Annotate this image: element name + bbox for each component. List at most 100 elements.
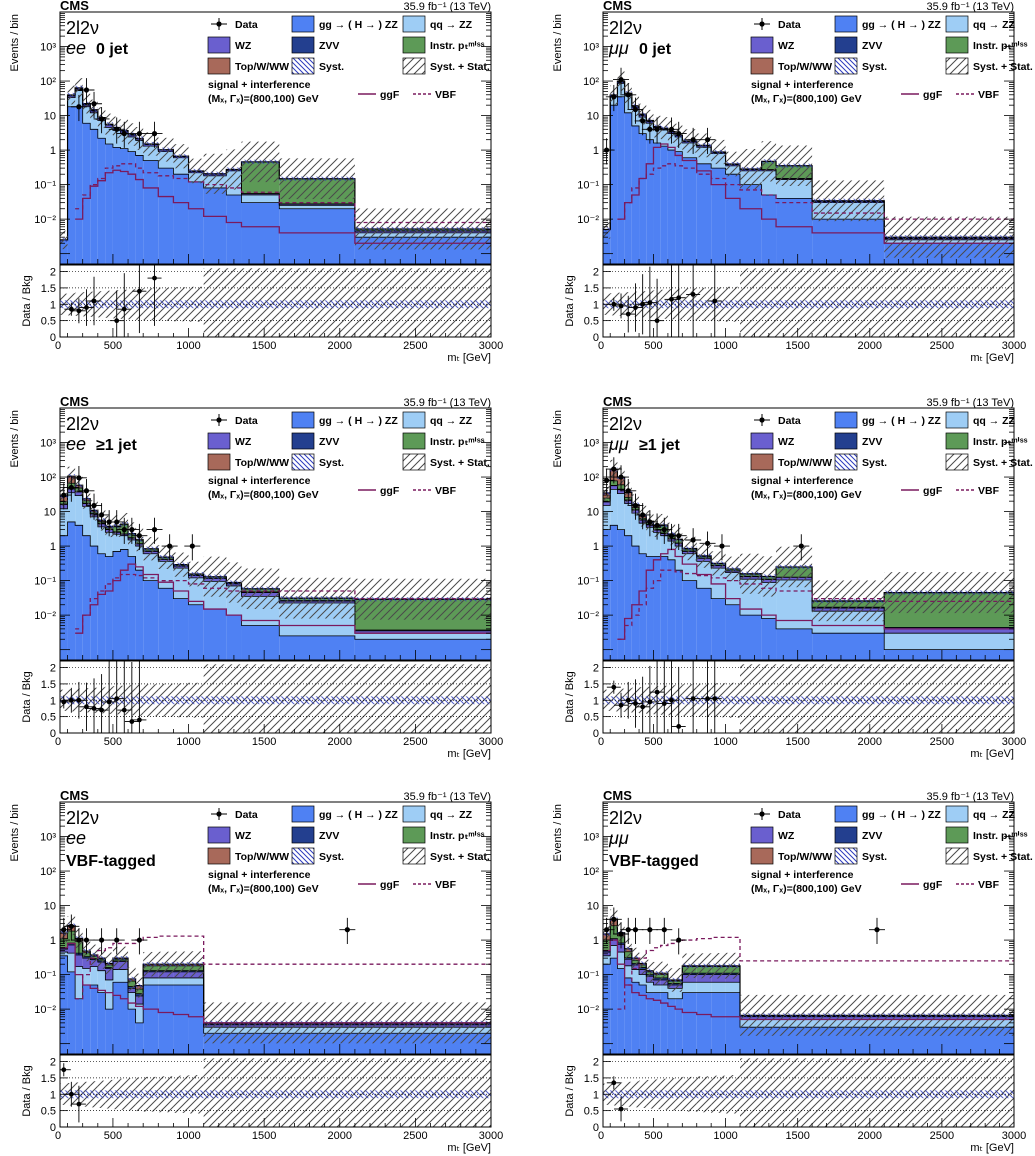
bar-qq_ZZ-5: [639, 974, 647, 985]
data-point-5: [121, 131, 127, 137]
bar-gg_ZZ-4: [90, 984, 98, 1054]
ratio-frame: [602, 1054, 1015, 1128]
bar-gg_ZZ-14: [725, 604, 740, 660]
legend-label-2: qq → ZZ: [430, 809, 473, 821]
ratio-ytick-label: 0: [593, 332, 599, 344]
experiment-label: CMS: [603, 394, 632, 409]
ytick-label: 10⁻¹: [34, 970, 56, 982]
data-point-3: [83, 937, 90, 943]
bar-gg_ZZ-10: [135, 155, 144, 264]
legend-label-6: Top/W/WW: [778, 851, 832, 863]
band-syst-9: [667, 977, 676, 983]
data-point-7: [654, 522, 660, 528]
ratio-ytick-label: 1: [50, 695, 56, 707]
band-syst-10: [135, 983, 144, 988]
bar-gg_ZZ-0: [60, 955, 68, 1054]
bar-gg_ZZ-6: [105, 1009, 113, 1054]
ratio-syst-14: [188, 1090, 204, 1099]
bar-qq_ZZ-5: [97, 970, 106, 993]
bar-gg_ZZ-10: [135, 1022, 144, 1054]
legend-label-6: Top/W/WW: [235, 457, 289, 469]
band-syst-15: [740, 166, 762, 172]
band-syst-8: [660, 126, 668, 131]
data-point-8: [661, 527, 667, 533]
ratio-point-5: [121, 306, 127, 312]
legend-label-2: qq → ZZ: [973, 809, 1016, 821]
ratio-syst-18: [812, 696, 885, 705]
bar-gg_ZZ-13: [711, 598, 726, 660]
xtick-label: 2000: [328, 1130, 352, 1142]
ratio-ytick-label: 0.5: [584, 1106, 599, 1118]
band-syst-11: [682, 546, 697, 551]
ratio-point-7: [114, 696, 120, 702]
bar-qq_ZZ-12: [696, 982, 712, 993]
bar-qq_ZZ-4: [90, 112, 98, 130]
legend: Data gg → ( H → ) ZZ qq → ZZ WZ ZVV Instr. pₜ…: [207, 411, 490, 501]
ratio-syst-16: [226, 300, 242, 309]
legend-swatch-7: [291, 453, 315, 471]
legend-label-0: Data: [235, 415, 258, 427]
legend-swatch-1: [291, 805, 315, 823]
legend-signal-label-0: ggF: [923, 485, 943, 497]
data-point-9: [129, 527, 135, 533]
legend-label-1: gg → ( H → ) ZZ: [862, 415, 941, 427]
legend: Data gg → ( H → ) ZZ qq → ZZ WZ ZVV Instr. pₜ…: [207, 805, 490, 895]
bar-gg_ZZ-7: [112, 982, 121, 1054]
legend-signal-label-0: ggF: [380, 89, 400, 101]
bar-gg_ZZ-11: [143, 984, 159, 1054]
ratio-point-9: [690, 292, 696, 297]
bar-qq_ZZ-2: [75, 966, 83, 999]
y-axis-label: Events / bin: [552, 804, 564, 861]
legend-signal-label-1: VBF: [435, 879, 457, 891]
legend-label-5: Instr. pₜᵐⁱˢˢ: [973, 830, 1028, 842]
band-syst-17: [241, 159, 280, 164]
channel-label: 2l2ν: [66, 18, 99, 38]
ratio-ytick-label: 2: [593, 1057, 599, 1069]
xtick-label: 0: [55, 1130, 61, 1142]
ratio-point-11: [705, 696, 710, 702]
data-point-4: [632, 106, 639, 113]
bar-gg_ZZ-8: [660, 992, 668, 1054]
ytick-label: 10⁻²: [577, 610, 599, 622]
legend-swatch-5: [945, 826, 969, 844]
ytick-label: 1: [50, 541, 56, 553]
bar-WZ-18: [279, 204, 355, 206]
bar-gg_ZZ-11: [682, 992, 697, 1054]
bar-gg_ZZ-3: [82, 535, 91, 660]
ratio-syst-12: [696, 1090, 712, 1099]
ratio-ytick-label: 0: [593, 728, 599, 740]
bar-gg_ZZ-17: [776, 628, 813, 660]
ratio-ytick-label: 0: [593, 1122, 599, 1134]
legend-swatch-2: [945, 805, 969, 823]
data-point-2: [76, 475, 82, 481]
bar-gg_ZZ-11: [682, 580, 697, 660]
ratio-syst-17: [241, 300, 280, 309]
bar-qq_ZZ-6: [646, 527, 654, 557]
xtick-label: 2500: [930, 340, 954, 352]
signal-ggf-line: [603, 939, 1014, 1021]
ratio-point-10: [712, 298, 718, 304]
bar-qq_ZZ-10: [675, 546, 683, 571]
data-point-3: [98, 116, 105, 122]
luminosity-label: 35.9 fb⁻¹ (13 TeV): [403, 1, 491, 13]
flavour-label: ee: [66, 828, 86, 848]
bar-qq_ZZ-7: [653, 532, 661, 557]
legend-swatch-5: [402, 36, 426, 54]
legend-label-3: WZ: [235, 436, 252, 448]
legend-swatch-5: [945, 36, 969, 54]
legend-signal-label-1: VBF: [435, 89, 457, 101]
band-syst-14: [188, 168, 204, 174]
legend-label-3: WZ: [778, 436, 795, 448]
band-syst-6: [105, 122, 113, 127]
bar-qq_ZZ-4: [631, 513, 640, 547]
ratio-ytick-label: 1: [50, 1089, 56, 1101]
legend-swatch-5: [402, 432, 426, 450]
flavour-label: ee: [66, 434, 86, 454]
legend-swatch-8: [945, 847, 969, 865]
x-axis-label: mₜ [GeV]: [447, 1142, 491, 1154]
channel-label: 2l2ν: [609, 18, 642, 38]
legend-marker-data-point: [759, 417, 765, 423]
ratio-point-1: [68, 697, 74, 703]
bar-qq_ZZ-8: [660, 984, 668, 993]
ratio-y-axis-label: Data / Bkg: [21, 671, 33, 722]
